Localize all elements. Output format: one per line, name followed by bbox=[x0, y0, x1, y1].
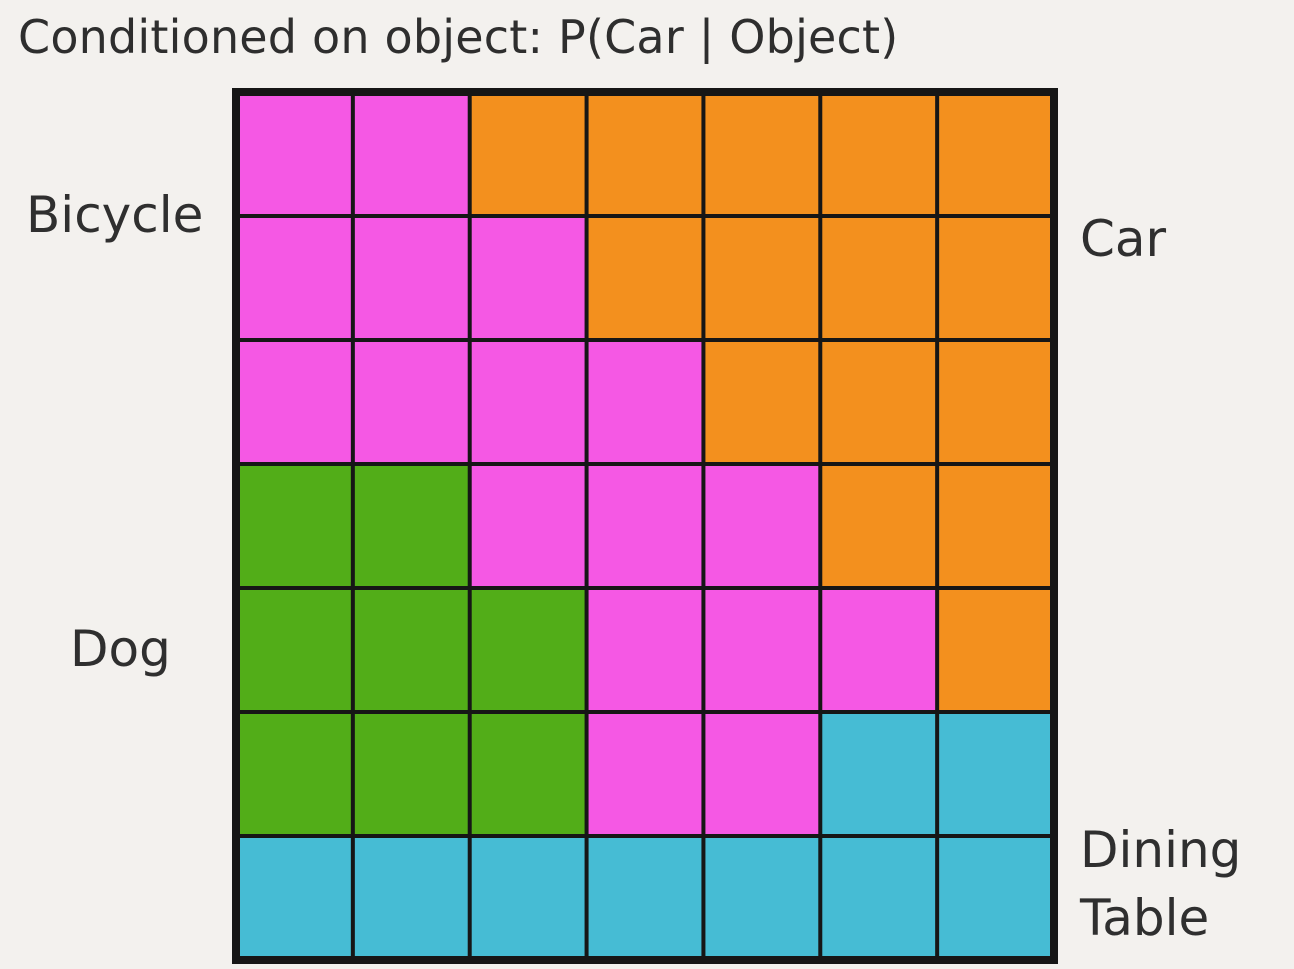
grid-cell-bicycle bbox=[469, 216, 588, 341]
grid-cell-dog bbox=[236, 712, 354, 837]
grid-cell-dining-table bbox=[703, 836, 821, 961]
label-dining-line1: Dining bbox=[1080, 821, 1242, 879]
gridlines-layer bbox=[232, 88, 1058, 964]
label-dining-table: Dining Table bbox=[1080, 816, 1241, 952]
grid-cell-car bbox=[586, 216, 704, 341]
grid-cell-car bbox=[937, 464, 1055, 589]
label-dining-line2: Table bbox=[1080, 889, 1210, 947]
grid-cell-dining-table bbox=[937, 836, 1055, 961]
grid-cell-bicycle bbox=[586, 712, 704, 837]
label-bicycle: Bicycle bbox=[26, 186, 204, 244]
title: Conditioned on object: P(Car | Object) bbox=[18, 10, 899, 64]
grid-cell-dining-table bbox=[820, 836, 938, 961]
class-probability-grid bbox=[232, 88, 1058, 964]
grid-cell-dining-table bbox=[352, 836, 471, 961]
grid-cell-bicycle bbox=[352, 340, 471, 465]
grid-cell-car bbox=[820, 92, 938, 217]
grid-cell-car bbox=[703, 340, 821, 465]
grid-svg bbox=[232, 88, 1058, 964]
grid-cell-dining-table bbox=[236, 836, 354, 961]
grid-cell-dog bbox=[236, 588, 354, 713]
grid-cell-dog bbox=[236, 464, 354, 589]
grid-cell-car bbox=[937, 588, 1055, 713]
grid-cell-dog bbox=[352, 712, 471, 837]
grid-cell-dog bbox=[352, 464, 471, 589]
label-dog: Dog bbox=[70, 620, 171, 678]
grid-cell-dog bbox=[469, 712, 588, 837]
grid-cell-bicycle bbox=[469, 464, 588, 589]
grid-cell-car bbox=[937, 216, 1055, 341]
grid-cell-bicycle bbox=[469, 340, 588, 465]
label-car: Car bbox=[1080, 210, 1167, 268]
grid-cell-bicycle bbox=[586, 340, 704, 465]
grid-cell-bicycle bbox=[703, 464, 821, 589]
grid-cell-car bbox=[703, 92, 821, 217]
grid-cell-car bbox=[703, 216, 821, 341]
grid-cell-bicycle bbox=[586, 588, 704, 713]
grid-cell-car bbox=[937, 92, 1055, 217]
grid-cell-dining-table bbox=[586, 836, 704, 961]
grid-cell-car bbox=[937, 340, 1055, 465]
grid-cell-bicycle bbox=[236, 216, 354, 341]
grid-cell-bicycle bbox=[820, 588, 938, 713]
grid-cell-bicycle bbox=[236, 340, 354, 465]
grid-cell-bicycle bbox=[352, 92, 471, 217]
grid-cell-bicycle bbox=[586, 464, 704, 589]
grid-cell-dining-table bbox=[820, 712, 938, 837]
grid-cell-dining-table bbox=[469, 836, 588, 961]
grid-cell-car bbox=[820, 340, 938, 465]
grid-cell-bicycle bbox=[352, 216, 471, 341]
grid-cell-dog bbox=[469, 588, 588, 713]
grid-cell-bicycle bbox=[236, 92, 354, 217]
grid-cell-dog bbox=[352, 588, 471, 713]
grid-cell-dining-table bbox=[937, 712, 1055, 837]
grid-cell-car bbox=[586, 92, 704, 217]
grid-cell-bicycle bbox=[703, 588, 821, 713]
grid-cell-bicycle bbox=[703, 712, 821, 837]
grid-cell-car bbox=[820, 216, 938, 341]
grid-cell-car bbox=[820, 464, 938, 589]
cells-layer bbox=[236, 92, 1055, 961]
grid-cell-car bbox=[469, 92, 588, 217]
